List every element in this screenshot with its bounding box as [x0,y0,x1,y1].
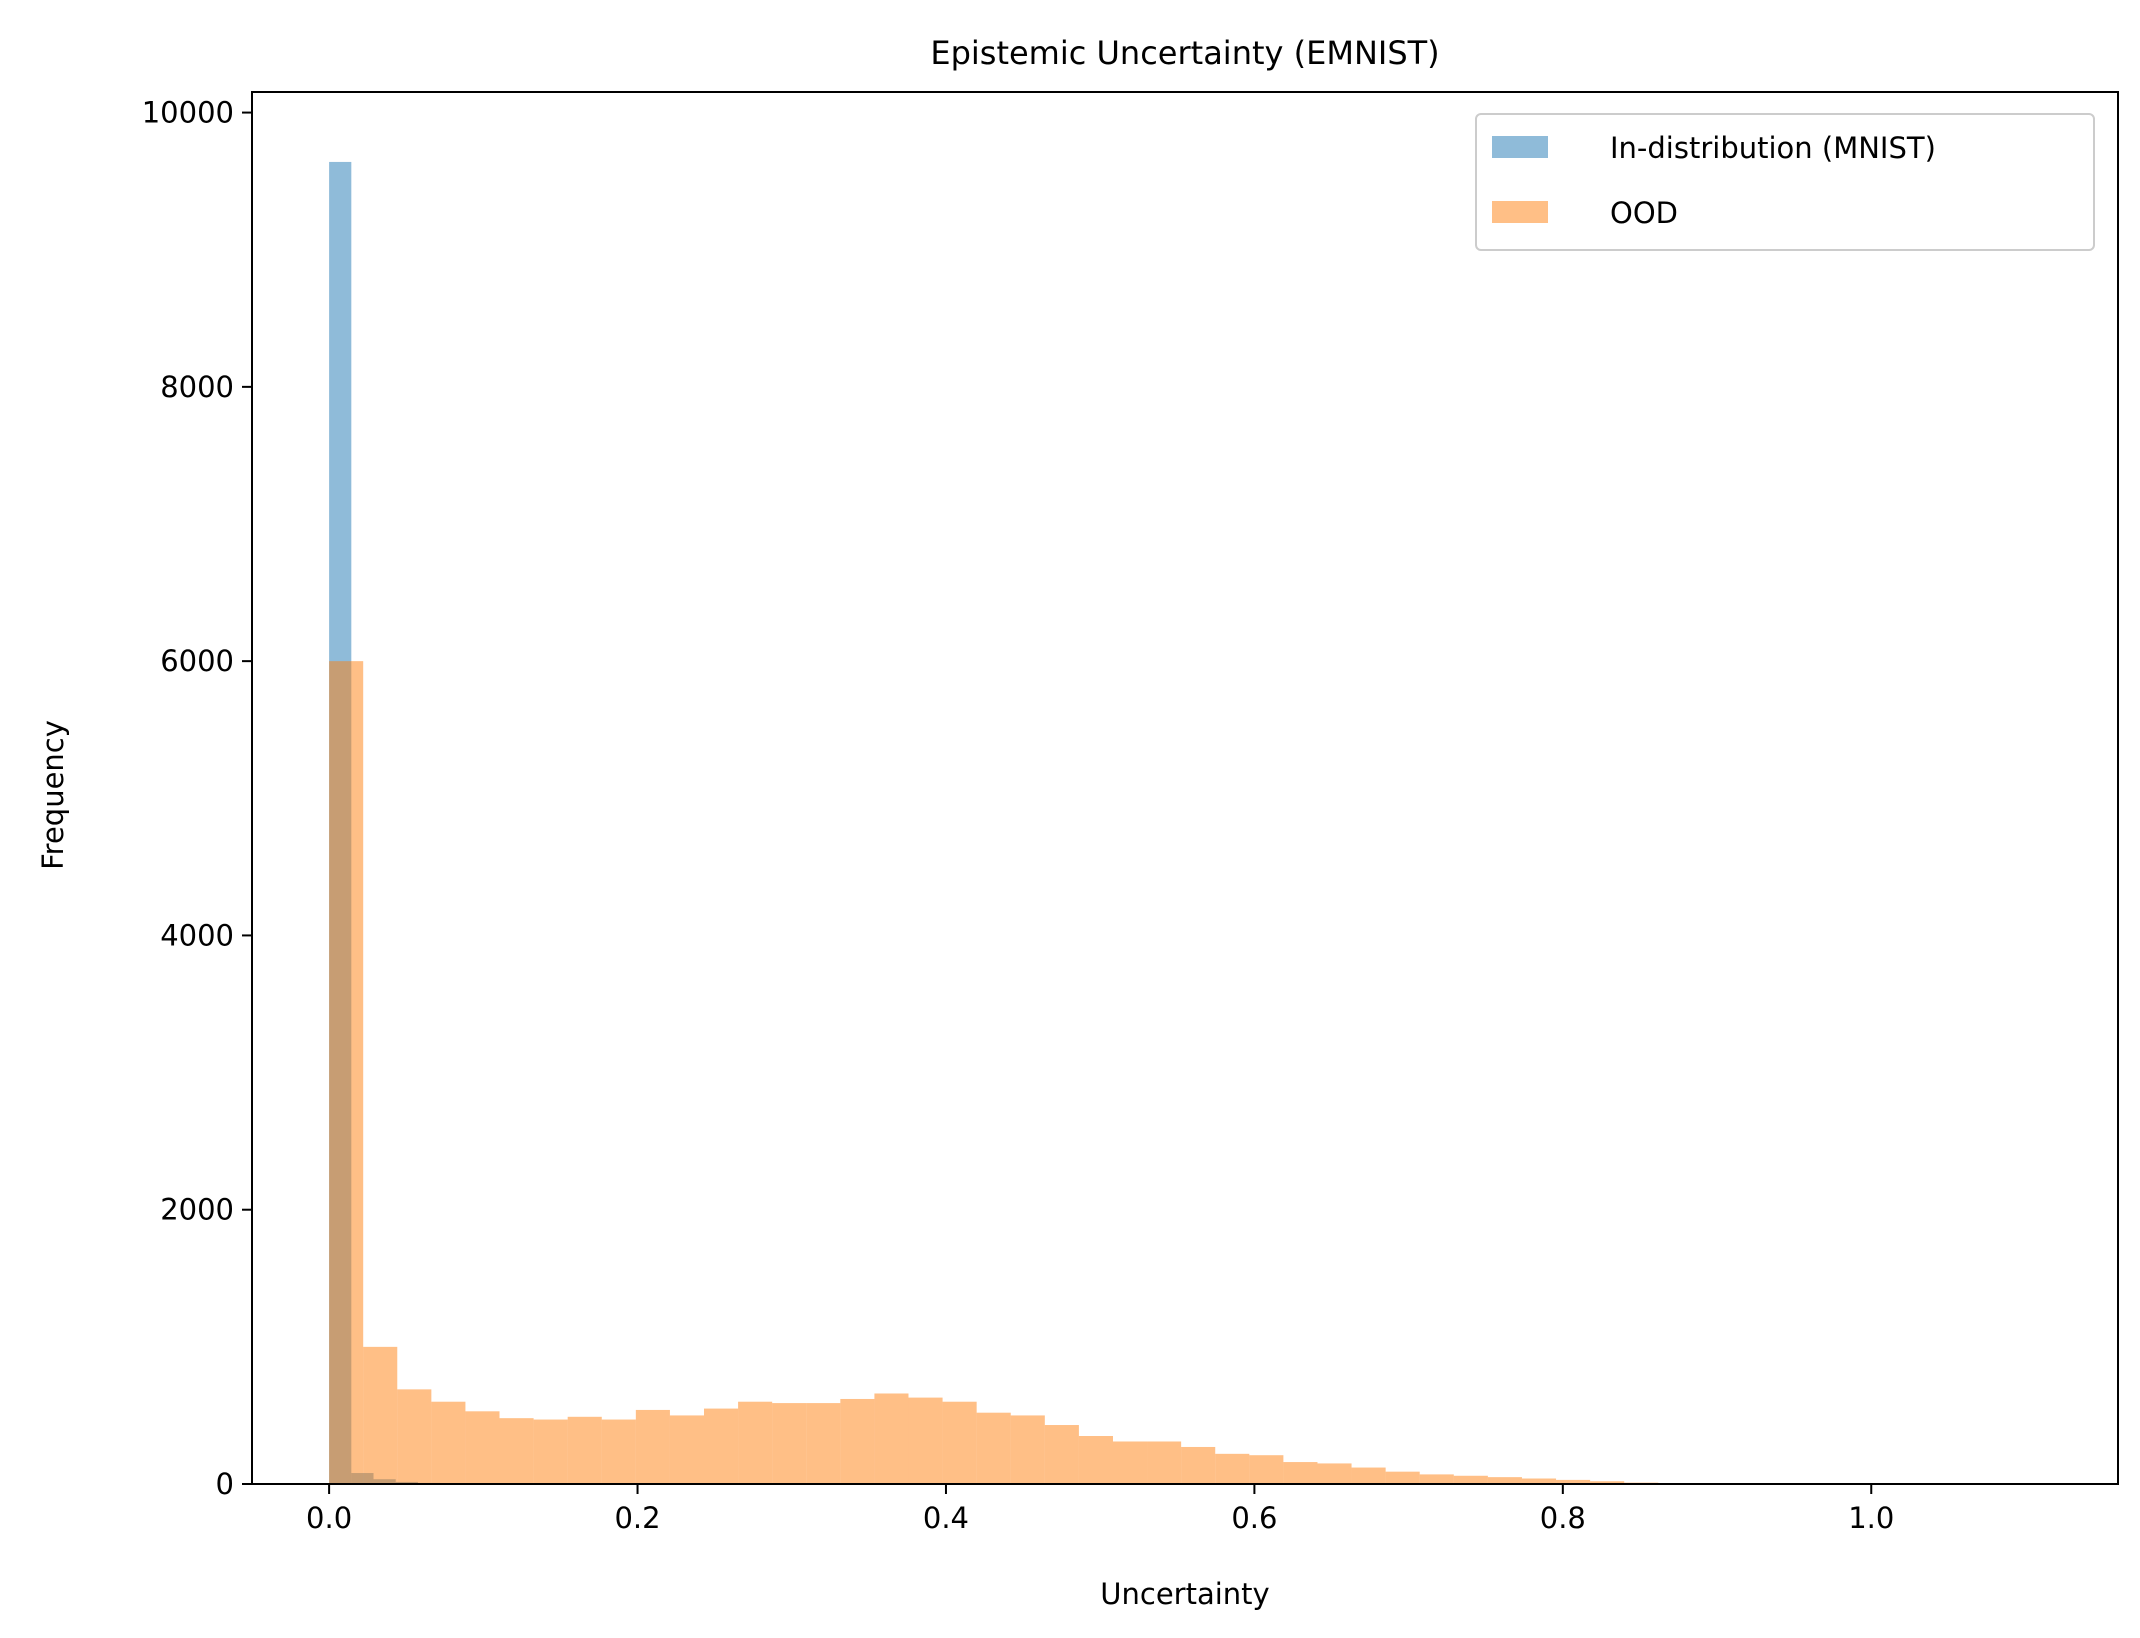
y-tick-label: 2000 [160,1193,234,1227]
y-tick-label: 4000 [160,918,234,952]
plot-frame [251,91,2119,1485]
bar-ood-31 [1385,1471,1420,1484]
legend: In-distribution (MNIST) OOD [1475,113,2095,251]
bar-ood-15 [840,1398,875,1484]
bar-ood-30 [1351,1467,1386,1484]
x-tick-label: 0.8 [1540,1501,1586,1535]
legend-frame [1475,113,2095,251]
bar-ood-33 [1453,1475,1488,1484]
x-axis-label: Uncertainty [1100,1577,1269,1611]
bar-ood-9 [635,1409,670,1484]
chart-title: Epistemic Uncertainty (EMNIST) [930,34,1439,72]
x-tick-label: 0.6 [1231,1501,1277,1535]
bar-ood-7 [567,1416,602,1484]
bar-ood-22 [1078,1436,1113,1484]
legend-swatch-mnist [1492,136,1548,158]
y-tick-label: 0 [216,1467,234,1501]
y-tick-label: 8000 [160,370,234,404]
bar-ood-0 [329,661,364,1484]
x-tick-label: 0.0 [306,1501,352,1535]
bar-ood-5 [499,1418,534,1484]
bar-ood-6 [533,1419,568,1484]
bar-ood-1 [363,1346,398,1484]
bar-ood-35 [1521,1478,1557,1484]
bar-ood-10 [669,1415,704,1484]
bar-ood-14 [806,1403,841,1484]
bar-ood-8 [601,1419,636,1484]
bar-ood-34 [1487,1477,1522,1484]
axes-layer: 0.0 0.2 0.4 0.6 0.8 1.0 0 2000 4000 6000 8000 10000 [142,91,2119,1535]
legend-label-mnist: In-distribution (MNIST) [1610,131,1936,165]
y-tick-label: 6000 [160,644,234,678]
bar-ood-29 [1317,1463,1352,1484]
bar-ood-36 [1556,1479,1591,1484]
bar-ood-20 [1010,1415,1045,1484]
bar-ood-12 [738,1401,773,1484]
bar-ood-4 [465,1411,500,1484]
bar-ood-23 [1112,1441,1148,1484]
bar-ood-16 [874,1393,909,1484]
y-tick-label: 10000 [142,96,234,130]
bar-ood-17 [908,1397,943,1484]
bars-layer [329,161,1829,1485]
bar-ood-25 [1181,1446,1216,1484]
y-axis-label: Frequency [36,720,70,870]
bar-ood-3 [431,1401,466,1484]
bar-ood-19 [976,1412,1011,1484]
legend-swatch-ood [1492,201,1548,223]
bar-ood-21 [1044,1425,1079,1484]
bar-ood-28 [1283,1462,1318,1484]
bar-ood-11 [704,1408,739,1484]
bar-ood-27 [1249,1455,1284,1484]
bar-ood-18 [942,1401,977,1484]
bar-ood-37 [1590,1481,1625,1484]
bar-ood-26 [1215,1453,1250,1484]
legend-label-ood: OOD [1610,196,1678,230]
bar-ood-24 [1147,1441,1182,1484]
x-tick-label: 1.0 [1848,1501,1894,1535]
bar-ood-13 [772,1403,807,1484]
x-tick-label: 0.4 [923,1501,969,1535]
bar-ood-2 [397,1389,432,1484]
x-tick-label: 0.2 [614,1501,660,1535]
bar-ood-32 [1419,1474,1454,1484]
